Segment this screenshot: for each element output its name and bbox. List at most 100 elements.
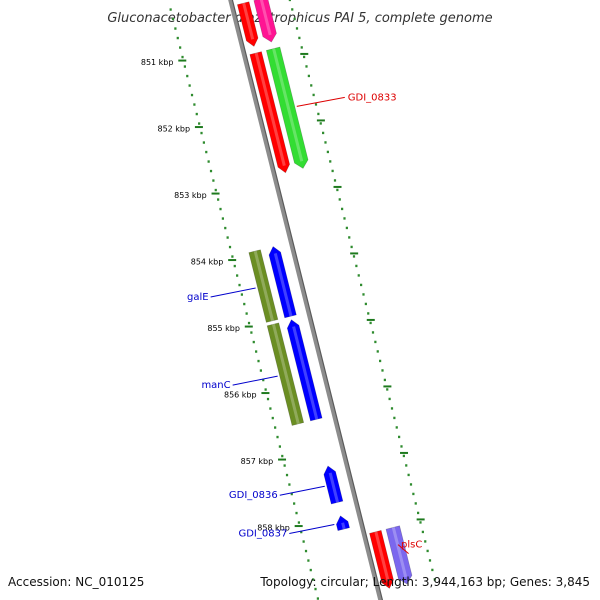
gene-label-leader bbox=[296, 96, 345, 107]
gc-dot bbox=[255, 350, 258, 353]
gc-dot bbox=[209, 169, 213, 173]
gene-label-g-olive-1[interactable]: galE bbox=[187, 292, 209, 303]
gene-g-olive-1[interactable] bbox=[248, 249, 279, 323]
gc-dot bbox=[231, 255, 234, 258]
gc-dot bbox=[348, 236, 351, 239]
gc-dot bbox=[316, 597, 319, 600]
gc-dot bbox=[174, 27, 177, 30]
gc-dot bbox=[224, 226, 227, 230]
gene-g-blue-3[interactable] bbox=[323, 465, 344, 505]
gene-label-leader bbox=[397, 544, 409, 554]
gc-dot bbox=[303, 55, 306, 59]
gene-highlight bbox=[341, 522, 346, 530]
gc-dot bbox=[352, 255, 356, 258]
gc-dot bbox=[390, 407, 394, 410]
gc-dot bbox=[421, 530, 424, 534]
gene-g-blue-1[interactable] bbox=[268, 246, 297, 319]
gene-g-green[interactable] bbox=[265, 46, 309, 169]
gc-dot bbox=[322, 131, 325, 135]
scale-tick-label: 858 kbp bbox=[257, 524, 290, 533]
gc-dot bbox=[179, 46, 182, 49]
gc-dot bbox=[405, 464, 408, 467]
gene-label-leader bbox=[279, 485, 325, 496]
gc-dot bbox=[414, 502, 417, 505]
gc-dot bbox=[288, 483, 291, 486]
gene-label-g-blue-4[interactable]: GDI_0837 bbox=[238, 528, 287, 539]
gc-dot bbox=[236, 274, 239, 277]
gc-dot bbox=[190, 93, 194, 97]
gc-dot bbox=[195, 112, 198, 116]
gene-g-purple-bottom[interactable] bbox=[385, 525, 413, 585]
gene-features bbox=[236, 0, 413, 589]
scale-tick-label: 851 kbp bbox=[141, 58, 174, 67]
gc-dot bbox=[362, 293, 365, 296]
gc-dot bbox=[186, 74, 189, 78]
gc-dot bbox=[341, 207, 344, 211]
gc-dot bbox=[293, 502, 296, 505]
gc-dot bbox=[295, 27, 299, 30]
scale-tick-label: 852 kbp bbox=[157, 125, 190, 134]
gene-label-g-purple-bottom[interactable]: plsC bbox=[401, 540, 422, 551]
gc-dot bbox=[345, 226, 348, 230]
gc-dot bbox=[369, 321, 372, 325]
gene-labels: GDI_0833 galE manC GDI_0836 GDI_0837 plsC bbox=[187, 92, 422, 554]
gc-dot bbox=[317, 112, 320, 116]
gene-g-red-bottom[interactable] bbox=[369, 530, 394, 589]
gene-highlight bbox=[374, 531, 390, 582]
gc-dot bbox=[383, 378, 386, 382]
gc-dot bbox=[374, 340, 377, 344]
gc-dot bbox=[310, 84, 313, 87]
gene-g-blue-4[interactable] bbox=[336, 515, 350, 531]
gc-dot bbox=[291, 8, 294, 11]
gene-label-g-blue-3[interactable]: GDI_0836 bbox=[229, 490, 278, 501]
gc-dot bbox=[360, 283, 363, 287]
gene-highlight bbox=[253, 250, 275, 322]
gc-dot bbox=[293, 17, 296, 21]
scale-tick-label: 856 kbp bbox=[224, 391, 257, 400]
gene-g-red-2[interactable] bbox=[249, 51, 290, 174]
gc-dot bbox=[395, 426, 398, 429]
gc-dot bbox=[304, 549, 308, 553]
gc-dot bbox=[400, 445, 403, 448]
gc-dot bbox=[271, 416, 274, 420]
gc-dot bbox=[417, 511, 420, 515]
gc-dot bbox=[207, 160, 210, 163]
gene-g-blue-2[interactable] bbox=[286, 319, 323, 422]
gc-dot bbox=[355, 264, 358, 268]
gc-dot bbox=[238, 283, 241, 287]
gc-dot bbox=[426, 549, 429, 553]
gc-dot bbox=[314, 587, 317, 591]
gene-highlight bbox=[328, 472, 340, 503]
gc-dot bbox=[193, 103, 196, 106]
gc-dot bbox=[329, 160, 332, 163]
gene-label-leader bbox=[232, 375, 278, 386]
gene-highlight bbox=[271, 323, 300, 425]
genome-backbone bbox=[228, 0, 382, 600]
gc-dot bbox=[300, 46, 303, 49]
scale-tick-label: 853 kbp bbox=[174, 191, 207, 200]
gc-dot bbox=[307, 74, 310, 78]
gc-dot bbox=[312, 578, 315, 581]
gene-g-olive-2[interactable] bbox=[266, 322, 305, 426]
gc-dot bbox=[245, 312, 248, 315]
gc-dot bbox=[212, 179, 215, 182]
gene-label-g-green[interactable]: GDI_0833 bbox=[348, 92, 397, 103]
scale-tick-label: 857 kbp bbox=[241, 457, 274, 466]
gc-dot bbox=[305, 65, 308, 68]
gc-dot bbox=[205, 150, 208, 154]
gc-dot bbox=[338, 198, 341, 201]
gene-g-magenta-top[interactable] bbox=[253, 0, 277, 43]
gc-dot bbox=[259, 369, 262, 372]
gc-dot bbox=[333, 179, 337, 182]
scale-tick-label: 854 kbp bbox=[191, 258, 224, 267]
gene-label-g-olive-2[interactable]: manC bbox=[201, 380, 230, 391]
gc-dot bbox=[228, 245, 232, 249]
gene-highlight bbox=[272, 48, 304, 162]
gene-label-leader bbox=[289, 523, 335, 534]
gc-dot bbox=[243, 302, 246, 306]
gene-label-leader bbox=[210, 287, 256, 298]
gc-dot bbox=[252, 340, 255, 344]
gene-highlight bbox=[259, 0, 272, 36]
gene-g-red-top[interactable] bbox=[236, 1, 259, 47]
